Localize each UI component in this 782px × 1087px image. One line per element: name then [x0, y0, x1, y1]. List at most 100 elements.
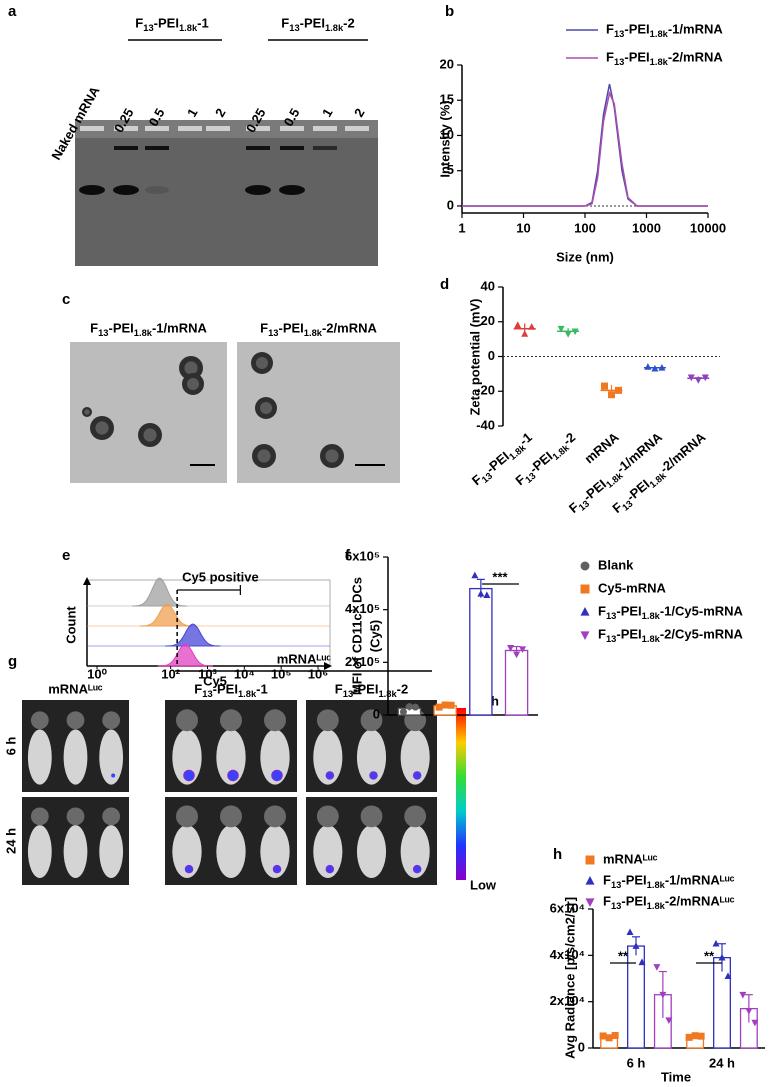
- gel-well: [206, 126, 230, 131]
- mouse-head: [102, 711, 121, 730]
- marker: [751, 1019, 759, 1027]
- group-label: F13-PEI1.8k-2: [281, 15, 354, 33]
- marker: [658, 363, 666, 371]
- y-tick-label: 0: [447, 197, 454, 212]
- tem-label: F13-PEI1.8k-1/mRNA: [90, 320, 207, 338]
- mouse-body: [260, 729, 290, 785]
- histogram: [165, 623, 221, 647]
- marker: [739, 991, 747, 999]
- marker: [441, 701, 449, 709]
- marker: [601, 382, 608, 390]
- gel-well: [114, 126, 138, 131]
- mouse-body: [99, 825, 124, 878]
- y-tick-label: 6x10⁴: [550, 900, 585, 915]
- marker: [399, 708, 407, 716]
- gel-well: [145, 126, 169, 131]
- signal: [412, 771, 422, 780]
- mouse-head: [360, 805, 383, 828]
- marker: [513, 651, 521, 659]
- x-tick-label: 1000: [632, 220, 661, 235]
- x-tick-label: 10³: [198, 666, 217, 681]
- gel-retained: [114, 146, 138, 150]
- signal: [227, 769, 239, 782]
- signal: [271, 769, 283, 782]
- panel-label: b: [445, 3, 454, 20]
- gel-retained: [313, 146, 337, 150]
- color-scale: [456, 708, 466, 880]
- histogram: [132, 577, 188, 607]
- marker: [644, 363, 652, 370]
- y-tick-label: 20: [481, 313, 495, 328]
- marker: [519, 646, 527, 654]
- series-line: [462, 90, 708, 207]
- x-tick-label: 24 h: [709, 1055, 735, 1070]
- signal: [183, 769, 195, 782]
- x-tick-label: 10⁶: [308, 666, 328, 681]
- marker: [611, 1031, 619, 1039]
- histogram: [139, 603, 195, 627]
- marker: [477, 590, 485, 597]
- gel-well: [80, 126, 104, 131]
- gel-retained: [145, 146, 169, 150]
- gel-band: [79, 185, 105, 195]
- series-line: [462, 83, 708, 207]
- mouse-body: [400, 729, 430, 785]
- gel-band: [113, 185, 139, 195]
- y-tick-label: 10: [440, 127, 454, 142]
- signal: [369, 771, 378, 780]
- mouse-head: [264, 709, 286, 732]
- signal: [325, 771, 335, 780]
- marker: [528, 323, 536, 330]
- x-tick-label: 10⁵: [271, 666, 292, 681]
- x-tick-label: mRNA: [582, 429, 623, 466]
- particle-core: [255, 356, 269, 370]
- x-tick-label: 10⁴: [234, 666, 255, 681]
- signal: [111, 773, 116, 778]
- mouse-body: [63, 825, 88, 878]
- panel-label: a: [8, 3, 17, 20]
- y-tick-label: 0: [578, 1039, 585, 1054]
- mouse-head: [404, 805, 427, 828]
- panel-label: f: [345, 547, 351, 564]
- mouse-head: [66, 711, 85, 730]
- signal: [412, 864, 422, 874]
- gel-band-faint: [145, 186, 169, 194]
- particle-core: [257, 449, 271, 463]
- lane-label: 1: [184, 106, 201, 120]
- particle-core: [186, 377, 200, 391]
- panel-label: h: [553, 846, 562, 863]
- tem-label: F13-PEI1.8k-2/mRNA: [260, 320, 377, 338]
- histogram: [157, 643, 213, 667]
- gel-band: [279, 185, 305, 195]
- marker: [557, 325, 565, 333]
- lane-label: 1: [319, 106, 336, 120]
- significance-label: **: [618, 948, 629, 963]
- y-axis-label: Avg Radiance [p/s/cm2/sr]: [562, 897, 577, 1059]
- tem-image: [70, 342, 227, 483]
- mouse-head: [220, 805, 242, 828]
- legend-label: F13-PEI1.8k-2/mRNA: [606, 49, 723, 67]
- x-tick-label: 1: [458, 220, 465, 235]
- gel-retained: [280, 146, 304, 150]
- particle-core: [325, 449, 339, 463]
- x-axis-label: Cy5: [203, 673, 227, 688]
- legend-label: F13-PEI1.8k-1/mRNA: [606, 21, 723, 39]
- marker: [665, 1017, 673, 1025]
- marker: [685, 1033, 693, 1041]
- scale-label: Low: [470, 877, 497, 892]
- y-tick-label: 4x10⁴: [550, 947, 585, 962]
- legend-marker: [580, 631, 590, 640]
- gel-well: [345, 126, 369, 131]
- x-axis-label: Size (nm): [556, 249, 614, 264]
- marker: [712, 939, 720, 947]
- y-axis-label: Zeta potential (mV): [467, 298, 482, 415]
- legend-label: F13-PEI1.8k-1/Cy5-mRNA: [598, 603, 744, 621]
- legend-label: F13-PEI1.8k-2/mRNAᴸᵘᶜ: [603, 893, 735, 911]
- legend-marker: [585, 855, 595, 865]
- mouse-body: [313, 729, 343, 785]
- mouse-body: [313, 825, 343, 878]
- marker: [564, 331, 572, 338]
- particle-core: [259, 401, 273, 415]
- marker: [697, 1032, 705, 1040]
